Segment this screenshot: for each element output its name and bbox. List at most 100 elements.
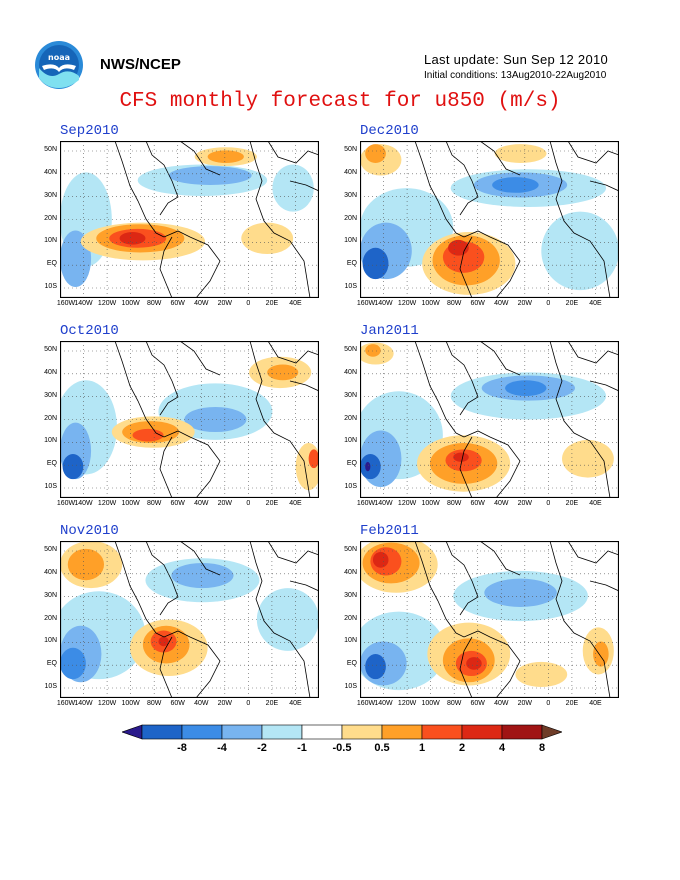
anomaly-contour — [372, 551, 389, 568]
lat-tick-label: 20N — [44, 414, 57, 422]
lon-tick-label: 160W — [56, 300, 76, 307]
coastline — [249, 541, 311, 698]
lat-tick-label: 50N — [44, 346, 57, 353]
coastline — [459, 636, 473, 698]
lon-tick-label: 0 — [546, 700, 551, 707]
coastline — [159, 636, 173, 698]
coastline — [179, 141, 221, 176]
lon-tick-label: 40E — [289, 700, 302, 707]
lon-tick-label: 20W — [217, 500, 233, 507]
coastline — [267, 541, 319, 564]
lon-tick-label: 60W — [170, 500, 185, 507]
lon-tick-label: 60W — [470, 700, 485, 707]
panel-title: Oct2010 — [60, 323, 119, 339]
lat-tick-label: 20N — [44, 614, 57, 622]
colorbar-segment — [181, 724, 223, 740]
coastline — [445, 341, 479, 416]
coastline — [163, 630, 221, 698]
lat-tick-label: 10N — [344, 437, 357, 445]
anomaly-contour — [267, 364, 299, 381]
lat-tick-label: 30N — [44, 391, 57, 399]
lon-tick-label: 0 — [546, 500, 551, 507]
anomaly-contour — [171, 562, 234, 589]
colorbar-label: -2 — [257, 742, 267, 754]
lon-tick-label: 80W — [146, 700, 162, 707]
colorbar-label: 0.5 — [374, 742, 390, 754]
svg-text:noaa: noaa — [48, 53, 70, 62]
lat-tick-label: EQ — [46, 660, 57, 668]
lat-tick-label: 50N — [344, 146, 357, 153]
anomaly-contour — [256, 588, 319, 651]
lon-tick-label: 20W — [517, 700, 533, 707]
lat-tick-label: 40N — [44, 168, 57, 176]
lat-tick-label: 10S — [44, 483, 57, 490]
lon-tick-label: 120W — [397, 700, 417, 707]
panel-title: Jan2011 — [360, 323, 419, 339]
lon-tick-label: 160W — [356, 500, 376, 507]
lon-tick-label: 40W — [494, 300, 509, 307]
org-label: NWS/NCEP — [100, 56, 181, 73]
lon-tick-label: 140W — [374, 500, 393, 507]
lon-tick-label: 20E — [565, 300, 579, 307]
lon-tick-label: 140W — [74, 700, 93, 707]
lon-tick-label: 40W — [194, 700, 209, 707]
lon-tick-label: 0 — [546, 300, 551, 307]
lat-tick-label: 30N — [44, 591, 57, 599]
lat-tick-label: 40N — [344, 568, 357, 576]
coastline — [479, 141, 521, 176]
lat-tick-label: 30N — [344, 591, 357, 599]
initial-conditions-text: Initial conditions: 13Aug2010-22Aug2010 — [424, 70, 607, 81]
lon-tick-label: 160W — [56, 700, 76, 707]
anomaly-contour — [365, 461, 371, 472]
lat-tick-label: 10N — [344, 237, 357, 245]
colorbar-segment — [381, 724, 423, 740]
coastline — [114, 541, 165, 638]
anomaly-contour — [505, 380, 547, 396]
coastline — [463, 630, 521, 698]
lon-tick-label: 20E — [265, 700, 279, 707]
colorbar-label: -8 — [177, 742, 187, 754]
map-panel — [360, 541, 619, 698]
map-panel — [360, 341, 619, 498]
lon-tick-label: 120W — [397, 500, 417, 507]
coastline — [249, 141, 311, 298]
page-title: CFS monthly forecast for u850 (m/s) — [119, 90, 561, 113]
panel-title: Nov2010 — [60, 523, 119, 539]
lon-tick-label: 80W — [446, 300, 462, 307]
lat-tick-label: 20N — [44, 214, 57, 222]
colorbar-label: 2 — [458, 742, 466, 754]
lat-tick-label: 10S — [344, 683, 357, 690]
coastline — [445, 141, 479, 216]
lon-tick-label: 40E — [589, 500, 602, 507]
lon-tick-label: 40E — [589, 300, 602, 307]
panel-title: Dec2010 — [360, 123, 419, 139]
lat-tick-label: EQ — [346, 460, 357, 468]
lat-tick-label: 10S — [344, 283, 357, 290]
map-frame — [60, 341, 319, 498]
lon-tick-label: 0 — [246, 700, 251, 707]
lon-tick-label: 20E — [565, 500, 579, 507]
coastline — [414, 141, 465, 238]
colorbar-segment — [461, 724, 503, 740]
noaa-logo: noaa — [35, 41, 83, 89]
lat-tick-label: 10N — [344, 637, 357, 645]
colorbar-label: 8 — [538, 742, 546, 754]
coastline — [463, 430, 521, 498]
lon-tick-label: 20E — [565, 700, 579, 707]
lon-tick-label: 100W — [421, 700, 440, 707]
anomaly-contour — [365, 654, 386, 680]
colorbar-segment — [141, 724, 183, 740]
colorbar-segment — [221, 724, 263, 740]
coastline — [145, 141, 179, 216]
coastline — [163, 430, 221, 498]
coastline — [249, 341, 311, 498]
lat-tick-label: 40N — [344, 168, 357, 176]
colorbar-label: -4 — [217, 742, 227, 754]
lon-tick-label: 140W — [74, 500, 93, 507]
anomaly-contour — [207, 150, 244, 163]
coastline — [549, 341, 611, 498]
lon-tick-label: 140W — [374, 300, 393, 307]
map-panel — [60, 141, 319, 298]
lat-tick-label: 10N — [44, 437, 57, 445]
coastline — [179, 541, 221, 576]
